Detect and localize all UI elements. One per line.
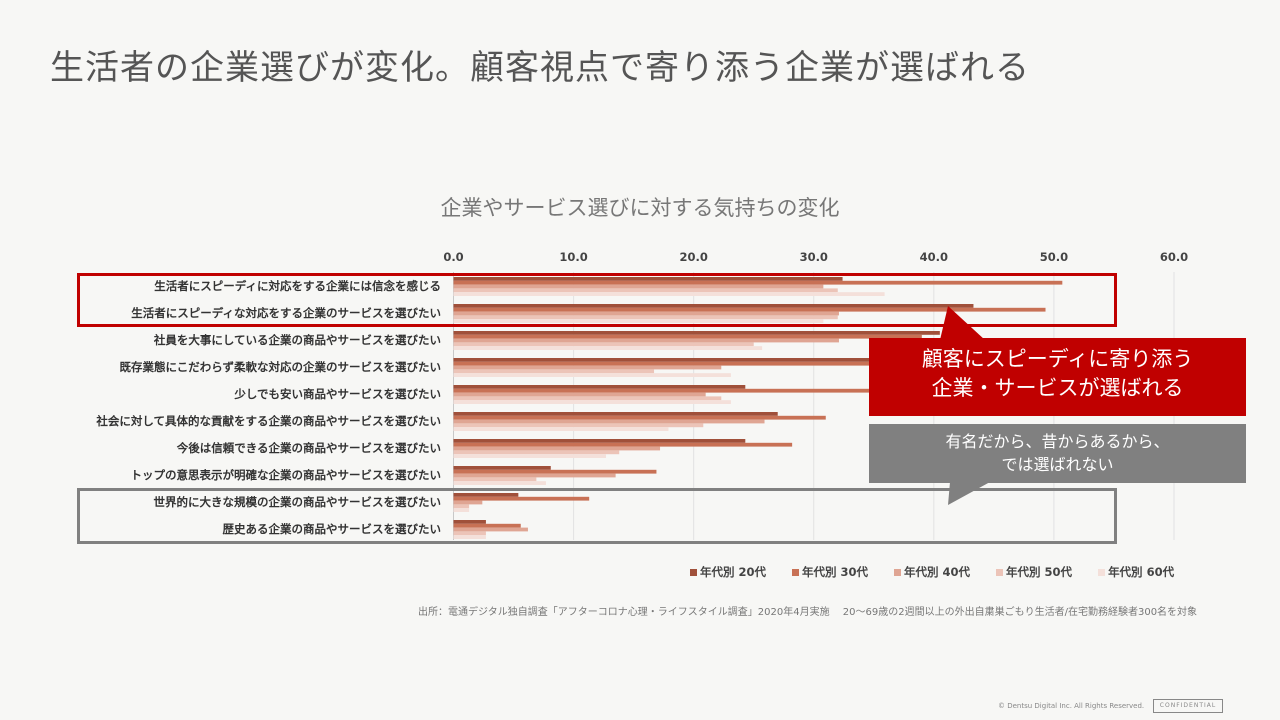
bar-20s xyxy=(453,385,746,389)
bar-40s xyxy=(453,392,706,397)
callout-gray-line2: では選ばれない xyxy=(1001,455,1114,474)
bar-60s xyxy=(453,481,546,485)
category-label: 生活者にスピーディな対応をする企業のサービスを選びたい xyxy=(131,306,441,320)
legend-swatch xyxy=(792,569,800,576)
legend-item: 年代別 60代 xyxy=(1098,564,1174,580)
bar-50s xyxy=(453,369,655,374)
bar-60s xyxy=(453,454,607,458)
bar-30s xyxy=(453,496,590,501)
bar-50s xyxy=(453,396,722,401)
bar-40s xyxy=(453,338,839,343)
bar-60s xyxy=(453,508,470,512)
category-label: 社員を大事にしている企業の商品やサービスを選びたい xyxy=(153,333,441,347)
legend-item: 年代別 40代 xyxy=(894,564,970,580)
bar-60s xyxy=(453,346,763,350)
legend-swatch xyxy=(894,569,902,576)
bar-50s xyxy=(453,477,537,482)
bar-30s xyxy=(453,442,793,447)
bar-60s xyxy=(453,535,486,539)
bar-40s xyxy=(453,419,765,424)
copyright: © Dentsu Digital Inc. All Rights Reserve… xyxy=(998,702,1145,710)
legend-swatch xyxy=(996,569,1004,576)
category-label: 今後は信頼できる企業の商品やサービスを選びたい xyxy=(176,441,441,455)
category-label: 世界的に大きな規模の企業の商品やサービスを選びたい xyxy=(154,495,442,509)
page-title: 生活者の企業選びが変化。顧客視点で寄り添う企業が選ばれる xyxy=(50,48,1030,88)
highlight-frame-red xyxy=(77,273,1117,327)
bar-30s xyxy=(453,415,826,420)
legend: 年代別 20代 年代別 30代 年代別 40代 年代別 50代 年代別 60代 xyxy=(690,564,1174,580)
bar-60s xyxy=(453,292,885,296)
bar-50s xyxy=(453,315,838,320)
x-tick-label: 30.0 xyxy=(800,250,828,264)
callout-gray: 有名だから、昔からあるから、 では選ばれない xyxy=(869,424,1246,483)
bar-60s xyxy=(453,319,824,323)
bar-50s xyxy=(453,423,704,428)
bar-40s xyxy=(453,446,661,451)
bar-40s xyxy=(453,500,483,505)
callout-red: 顧客にスピーディに寄り添う 企業・サービスが選ばれる xyxy=(869,338,1246,416)
x-tick-label: 0.0 xyxy=(443,250,463,264)
bar-50s xyxy=(453,342,754,347)
source-note: 出所：電通デジタル独自調査「アフターコロナ心理・ライフスタイル調査」2020年4… xyxy=(418,607,1198,618)
callout-red-line1: 顧客にスピーディに寄り添う xyxy=(921,347,1194,371)
callout-red-pointer xyxy=(940,306,985,340)
bar-30s xyxy=(453,388,874,393)
highlight-frame-gray xyxy=(77,488,1117,544)
bar-40s xyxy=(453,473,616,478)
x-tick-label: 50.0 xyxy=(1040,250,1068,264)
category-label: 生活者にスピーディに対応をする企業には信念を感じる xyxy=(154,279,441,293)
bar-50s xyxy=(453,288,838,293)
legend-item: 年代別 20代 xyxy=(690,564,766,580)
x-tick-label: 60.0 xyxy=(1160,250,1188,264)
category-label: 社会に対して具体的な貢献をする企業の商品やサービスを選びたい xyxy=(95,414,441,428)
bar-20s xyxy=(453,466,551,470)
bar-30s xyxy=(453,361,910,366)
confidential-badge: CONFIDENTIAL xyxy=(1153,699,1223,713)
bar-20s xyxy=(453,412,778,416)
x-tick-label: 20.0 xyxy=(679,250,707,264)
chart-title: 企業やサービス選びに対する気持ちの変化 xyxy=(440,196,840,220)
bar-30s xyxy=(453,469,657,474)
bar-30s xyxy=(453,523,521,528)
bar-60s xyxy=(453,373,731,377)
bar-60s xyxy=(453,400,731,404)
bar-20s xyxy=(453,304,974,308)
bar-20s xyxy=(453,277,843,281)
bar-20s xyxy=(453,331,940,335)
bar-40s xyxy=(453,284,824,289)
bar-40s xyxy=(453,365,722,370)
legend-item: 年代別 50代 xyxy=(996,564,1072,580)
x-tick-label: 40.0 xyxy=(920,250,948,264)
bar-30s xyxy=(453,307,1046,312)
bar-40s xyxy=(453,311,839,316)
category-label: 歴史ある企業の商品やサービスを選びたい xyxy=(223,522,442,536)
callout-red-line2: 企業・サービスが選ばれる xyxy=(931,376,1184,400)
category-label: 既存業態にこだわらず柔軟な対応の企業のサービスを選びたい xyxy=(119,360,441,374)
legend-swatch xyxy=(1098,569,1106,576)
callout-gray-pointer xyxy=(948,482,990,505)
bar-50s xyxy=(453,504,470,509)
bar-20s xyxy=(453,358,886,362)
bar-60s xyxy=(453,427,669,431)
bar-40s xyxy=(453,527,528,532)
category-label: 少しでも安い商品やサービスを選びたい xyxy=(233,387,441,401)
bar-30s xyxy=(453,280,1063,285)
bar-20s xyxy=(453,520,486,524)
bar-50s xyxy=(453,531,486,536)
bar-20s xyxy=(453,439,746,443)
bar-50s xyxy=(453,450,620,455)
x-tick-label: 10.0 xyxy=(559,250,587,264)
category-label: トップの意思表示が明確な企業の商品やサービスを選びたい xyxy=(131,468,442,482)
legend-item: 年代別 30代 xyxy=(792,564,868,580)
bar-30s xyxy=(453,334,922,339)
legend-swatch xyxy=(690,569,697,576)
callout-gray-line1: 有名だから、昔からあるから、 xyxy=(945,432,1170,451)
bar-20s xyxy=(453,493,519,497)
